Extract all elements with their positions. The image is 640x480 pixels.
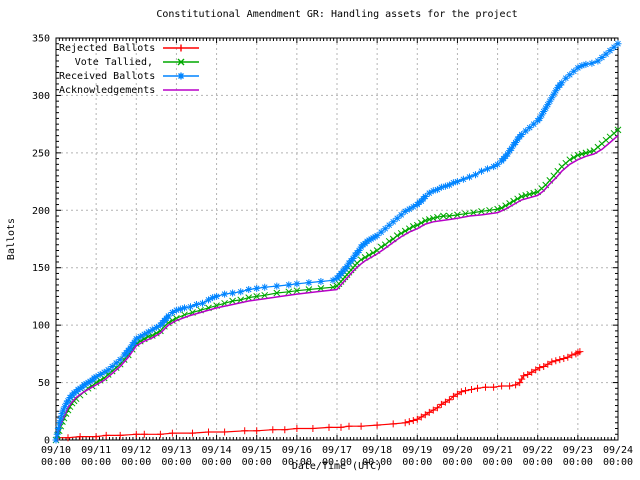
legend-plus-marker-icon <box>163 44 199 52</box>
x-tick-time: 00:00 <box>402 457 432 468</box>
legend: Rejected Ballots Vote Tallied, Received Ba… <box>59 41 201 97</box>
chart-title: Constitutional Amendment GR: Handling as… <box>156 9 518 20</box>
x-tick-labels: 09/1000:0009/1100:0009/1200:0009/1300:00… <box>41 445 633 468</box>
series-received-ballots <box>52 40 622 444</box>
x-tick-time: 00:00 <box>121 457 151 468</box>
x-tick-date: 09/21 <box>483 445 513 456</box>
legend-row-received-ballots: Received Ballots <box>59 69 201 83</box>
y-tick-labels: 0 50 100 150 200 250 300 350 <box>32 34 50 447</box>
x-axis-label: Date/Time (UTC) <box>291 461 383 472</box>
series-line-acknowledgements <box>55 135 619 441</box>
x-tick-time: 00:00 <box>81 457 111 468</box>
x-tick-date: 09/23 <box>563 445 593 456</box>
x-tick-date: 09/15 <box>242 445 272 456</box>
x-tick-time: 00:00 <box>202 457 232 468</box>
legend-label: Acknowledgements <box>59 84 156 96</box>
x-tick-time: 00:00 <box>41 457 71 468</box>
x-tick-date: 09/14 <box>202 445 232 456</box>
y-tick-label: 300 <box>32 91 50 102</box>
x-tick-date: 09/24 <box>603 445 633 456</box>
x-tick-date: 09/22 <box>523 445 553 456</box>
series-acknowledgements <box>55 135 619 441</box>
x-tick-date: 09/11 <box>81 445 111 456</box>
legend-label: Rejected Ballots <box>59 42 156 54</box>
x-tick-time: 00:00 <box>322 457 352 468</box>
y-tick-label: 50 <box>38 378 50 389</box>
series-line-rejected-ballots <box>55 351 581 441</box>
x-tick-date: 09/13 <box>161 445 191 456</box>
legend-none-marker-icon <box>163 89 199 91</box>
y-tick-label: 0 <box>44 436 50 447</box>
x-tick-time: 00:00 <box>242 457 272 468</box>
x-tick-date: 09/16 <box>282 445 312 456</box>
x-tick-date: 09/19 <box>402 445 432 456</box>
legend-row-rejected-ballots: Rejected Ballots <box>59 41 201 55</box>
x-tick-time: 00:00 <box>442 457 472 468</box>
legend-cross-marker-icon <box>163 58 199 66</box>
y-tick-label: 250 <box>32 148 50 159</box>
series-markers-received-ballots <box>52 40 622 444</box>
plot-border <box>55 37 619 441</box>
x-tick-time: 00:00 <box>523 457 553 468</box>
x-tick-date: 09/17 <box>322 445 352 456</box>
x-tick-time: 00:00 <box>282 457 312 468</box>
legend-row-vote-tallied: Vote Tallied, <box>59 55 201 69</box>
legend-label: Vote Tallied, <box>74 56 153 68</box>
y-tick-label: 350 <box>32 34 50 45</box>
legend-star-marker-icon <box>163 72 199 80</box>
y-tick-label: 200 <box>32 206 50 217</box>
x-tick-time: 00:00 <box>483 457 513 468</box>
series-rejected-ballots <box>52 348 584 444</box>
x-tick-date: 09/20 <box>442 445 472 456</box>
legend-row-acknowledgements: Acknowledgements <box>59 83 201 97</box>
x-tick-time: 00:00 <box>161 457 191 468</box>
x-tick-date: 09/12 <box>121 445 151 456</box>
x-tick-date: 09/18 <box>362 445 392 456</box>
legend-label: Received Ballots <box>59 70 156 82</box>
y-tick-label: 100 <box>32 321 50 332</box>
y-tick-label: 150 <box>32 263 50 274</box>
x-tick-date: 09/10 <box>41 445 71 456</box>
x-tick-time: 00:00 <box>362 457 392 468</box>
grid-lines <box>56 38 618 440</box>
x-tick-time: 00:00 <box>563 457 593 468</box>
x-tick-time: 00:00 <box>603 457 633 468</box>
series-markers-rejected-ballots <box>52 348 584 444</box>
